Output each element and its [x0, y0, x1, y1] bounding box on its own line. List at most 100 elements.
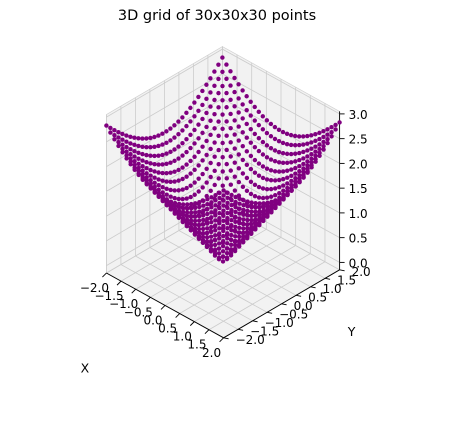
scatter-point	[272, 124, 278, 130]
scatter-point	[280, 169, 286, 174]
scatter-point	[188, 221, 194, 227]
scatter-point	[272, 186, 278, 191]
scatter-point	[220, 55, 225, 60]
z-tick-label: 2.5	[349, 133, 368, 147]
scatter-point	[192, 214, 198, 219]
scatter-point	[164, 161, 169, 167]
scatter-point	[225, 190, 230, 195]
scatter-point	[245, 222, 250, 227]
scatter-point	[220, 259, 226, 264]
scatter-point	[228, 97, 233, 102]
chart-title: 3D grid of 30x30x30 points	[118, 8, 316, 24]
scatter-point	[160, 162, 165, 167]
scatter-point	[224, 76, 229, 82]
scatter-point	[197, 200, 202, 205]
scatter-point	[273, 198, 278, 203]
scatter-point	[216, 147, 221, 153]
scatter-point	[200, 226, 206, 232]
scatter-point	[168, 149, 173, 155]
scatter-point	[204, 166, 209, 171]
y-tick-label: 1.0	[323, 282, 342, 296]
scatter-point	[232, 242, 238, 248]
scatter-point	[233, 209, 238, 215]
scatter-point	[180, 176, 185, 182]
scatter-point	[221, 228, 226, 234]
scatter-point	[193, 201, 198, 206]
scatter-point	[221, 188, 226, 193]
scatter-point	[249, 217, 254, 223]
scatter-point	[136, 165, 141, 171]
scatter-point	[233, 194, 238, 200]
scatter-point	[148, 173, 153, 178]
scatter-point	[232, 246, 238, 252]
y-tick-label: −1.0	[265, 316, 294, 330]
scatter-point	[229, 207, 234, 213]
scatter-point	[289, 187, 294, 193]
scatter-point	[221, 203, 226, 208]
scatter-point	[176, 188, 181, 193]
scatter-point	[197, 209, 202, 214]
scatter-point	[229, 232, 234, 238]
scatter-point	[201, 217, 206, 223]
scatter-point	[152, 134, 157, 140]
scatter-point	[237, 234, 242, 240]
scatter-point	[180, 187, 185, 192]
scatter-point	[276, 127, 282, 133]
scatter-point	[205, 206, 210, 212]
scatter-point	[284, 151, 290, 157]
scatter-point	[176, 208, 182, 213]
scatter-point	[188, 132, 193, 138]
scatter-point	[280, 160, 286, 165]
scatter-point	[228, 247, 234, 252]
scatter-point	[180, 196, 185, 202]
scatter-point	[140, 163, 145, 169]
scatter-point	[221, 198, 226, 203]
scatter-point	[281, 176, 286, 182]
scatter-point	[148, 186, 154, 191]
scatter-point	[228, 69, 233, 74]
scatter-point	[136, 136, 141, 141]
scatter-point	[244, 135, 249, 140]
scatter-point	[184, 149, 189, 155]
scatter-point	[309, 140, 314, 145]
scatter-point	[192, 141, 197, 146]
scatter-point	[224, 62, 229, 67]
scatter-point	[224, 246, 230, 251]
scatter-point	[236, 242, 242, 247]
grid-line-z-back	[222, 172, 340, 239]
x-tick-label: −1.5	[94, 289, 123, 303]
scatter-point	[321, 147, 326, 152]
scatter-point	[252, 170, 258, 175]
scatter-point	[289, 167, 294, 172]
scatter-point	[293, 151, 298, 156]
scatter-point	[232, 75, 237, 81]
scatter-point	[329, 125, 334, 130]
scatter-point	[228, 242, 234, 247]
scatter-point	[192, 167, 197, 173]
scatter-point	[325, 140, 330, 146]
scatter-point	[229, 227, 234, 233]
scatter-point	[204, 152, 209, 158]
scatter-point	[220, 183, 225, 188]
scatter-point	[212, 251, 218, 256]
scatter-point	[325, 132, 330, 137]
scatter-point	[212, 168, 217, 174]
scatter-point	[176, 178, 181, 183]
scatter-point	[220, 238, 226, 244]
scatter-point	[204, 230, 210, 236]
scatter-point	[172, 123, 177, 128]
scatter-point	[236, 124, 241, 129]
scatter-point	[252, 104, 257, 110]
scatter-point	[192, 127, 197, 133]
scatter-point	[184, 162, 189, 167]
scatter-point	[256, 195, 262, 200]
scatter-point	[253, 205, 258, 210]
y-tick-label: −0.5	[279, 307, 308, 321]
scatter-point	[204, 226, 210, 231]
scatter-point	[261, 211, 266, 217]
scatter-point	[257, 209, 262, 214]
scatter-point	[180, 128, 185, 133]
y-axis-label: Y	[347, 324, 356, 339]
scatter-point	[317, 130, 322, 136]
scatter-point	[217, 190, 222, 196]
